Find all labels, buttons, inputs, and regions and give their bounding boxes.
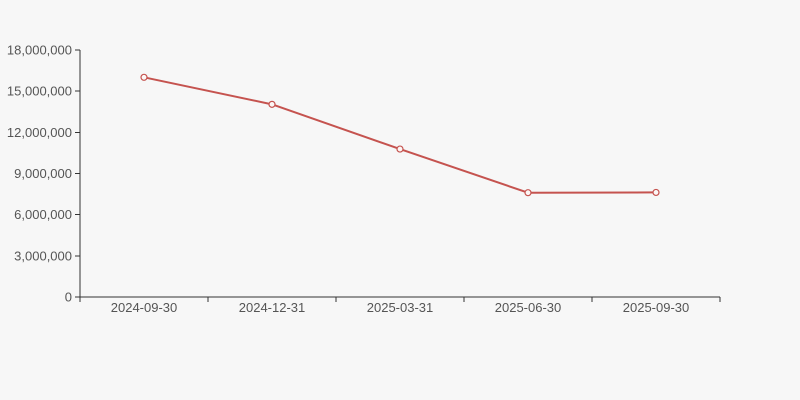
- x-axis-tick-label: 2024-09-30: [111, 300, 178, 315]
- x-axis-tick-label: 2025-09-30: [623, 300, 690, 315]
- axis-frame: [79, 50, 720, 298]
- y-axis-tick-label: 0: [65, 290, 72, 305]
- data-point-marker: [652, 188, 660, 197]
- x-axis-tick-label: 2024-12-31: [239, 300, 306, 315]
- data-point-marker: [396, 145, 404, 153]
- x-axis-tick-label: 2025-03-31: [367, 300, 434, 315]
- data-point-marker: [524, 189, 532, 197]
- y-axis-tick-label: 3,000,000: [14, 248, 72, 263]
- x-axis-tick-label: 2025-06-30: [495, 300, 562, 315]
- y-axis-tick-label: 12,000,000: [7, 125, 72, 140]
- series-line: [143, 76, 657, 194]
- y-axis-tick-label: 18,000,000: [7, 43, 72, 58]
- y-axis-tick-label: 15,000,000: [7, 84, 72, 99]
- y-axis-tick-label: 9,000,000: [14, 166, 72, 181]
- y-axis-tick-label: 6,000,000: [14, 207, 72, 222]
- data-point-marker: [140, 73, 148, 81]
- data-point-marker: [268, 100, 276, 108]
